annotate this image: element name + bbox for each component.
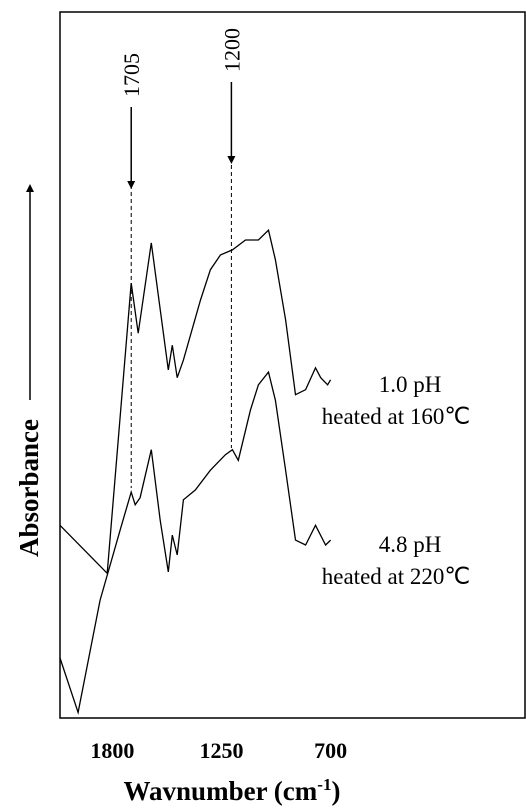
marker-label: 1705: [119, 53, 144, 97]
x-tick-label: 1250: [199, 738, 243, 763]
x-label-text: Wavnumber (cm: [124, 776, 318, 806]
x-label-sup: -1: [317, 775, 331, 794]
series-detail: heated at 220℃: [322, 564, 470, 589]
x-tick-label: 700: [314, 738, 347, 763]
x-tick-label: 1800: [90, 738, 134, 763]
series-detail: heated at 160℃: [322, 404, 470, 429]
x-axis-label: Wavnumber (cm-1): [124, 775, 341, 806]
series-name: 4.8 pH: [379, 532, 442, 557]
x-label-end: ): [331, 776, 340, 806]
series-name: 1.0 pH: [379, 372, 442, 397]
spectrum-line: [59, 228, 332, 575]
spectrum-line: [59, 370, 332, 715]
y-axis-label: Absorbance: [14, 419, 44, 557]
marker-label: 1200: [219, 28, 244, 72]
plot-frame: [59, 11, 526, 719]
